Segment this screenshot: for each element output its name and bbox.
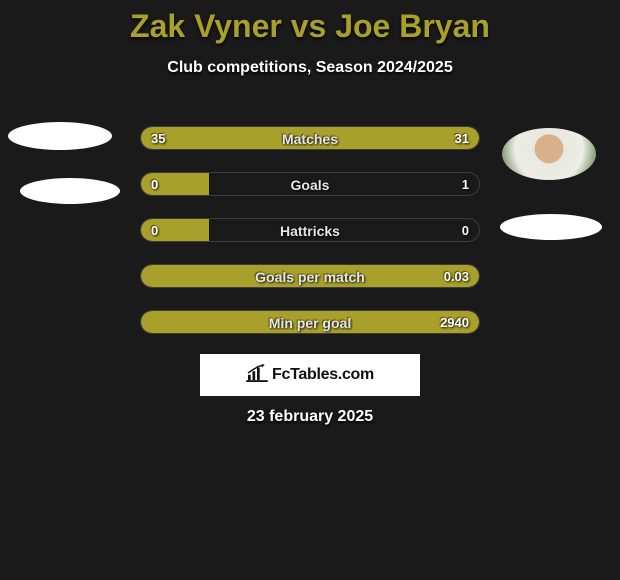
date-label: 23 february 2025 <box>0 408 620 426</box>
stat-bar: 0Goals1 <box>140 172 480 196</box>
stat-label: Goals per match <box>141 265 479 288</box>
stat-label: Min per goal <box>141 311 479 334</box>
stat-label: Matches <box>141 127 479 150</box>
logo-box: FcTables.com <box>200 354 420 396</box>
subtitle: Club competitions, Season 2024/2025 <box>0 59 620 77</box>
stat-right-value: 31 <box>455 127 469 150</box>
title-player1: Zak Vyner <box>130 8 282 44</box>
stat-bar: 0Hattricks0 <box>140 218 480 242</box>
chart-icon <box>246 364 268 387</box>
player2-avatar-1 <box>502 128 596 180</box>
stat-label: Goals <box>141 173 479 196</box>
player1-avatar-2 <box>20 178 120 204</box>
page-title: Zak Vyner vs Joe Bryan <box>0 0 620 45</box>
stat-bar: 35Matches31 <box>140 126 480 150</box>
stat-bar: Goals per match0.03 <box>140 264 480 288</box>
stat-bars: 35Matches310Goals10Hattricks0Goals per m… <box>140 126 480 356</box>
logo-text: FcTables.com <box>272 366 374 384</box>
player2-avatar-2 <box>500 214 602 240</box>
player1-avatar-1 <box>8 122 112 150</box>
stat-right-value: 2940 <box>440 311 469 334</box>
title-player2: Joe Bryan <box>335 8 490 44</box>
stat-label: Hattricks <box>141 219 479 242</box>
stat-right-value: 0.03 <box>444 265 469 288</box>
title-vs: vs <box>291 8 327 44</box>
stat-right-value: 0 <box>462 219 469 242</box>
stat-right-value: 1 <box>462 173 469 196</box>
stat-bar: Min per goal2940 <box>140 310 480 334</box>
